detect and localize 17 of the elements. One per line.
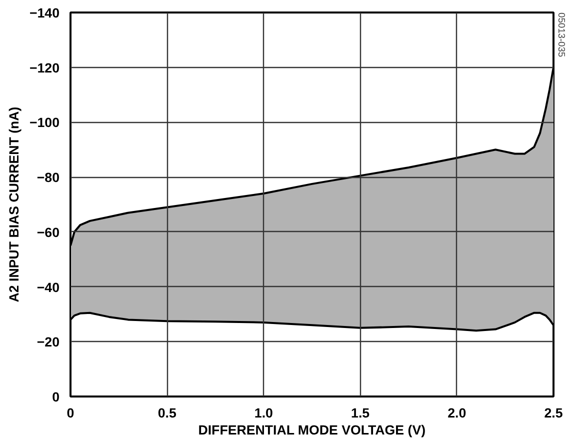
y-tick-label: −20 xyxy=(36,334,60,350)
x-axis-title: DIFFERENTIAL MODE VOLTAGE (V) xyxy=(198,422,426,438)
x-tick-label: 0.5 xyxy=(158,406,177,420)
y-tick-label: −60 xyxy=(36,224,60,240)
y-tick-label: 0 xyxy=(52,390,60,404)
y-tick-label: −80 xyxy=(36,170,60,186)
x-tick-label: 2.5 xyxy=(544,406,564,420)
text: 05013-035 xyxy=(556,12,566,58)
x-tick-label: 2.0 xyxy=(448,406,466,420)
x-tick-label: 1.5 xyxy=(351,406,370,420)
y-tick-label: −40 xyxy=(36,280,60,295)
x-tick-label: 0 xyxy=(66,406,74,420)
x-tick-label: 1.0 xyxy=(254,406,273,420)
y-tick-label: −100 xyxy=(29,115,60,130)
y-tick-label: −120 xyxy=(29,60,60,76)
y-tick-label: −140 xyxy=(29,6,60,20)
y-axis-title: A2 INPUT BIAS CURRENT (nA) xyxy=(6,106,22,302)
